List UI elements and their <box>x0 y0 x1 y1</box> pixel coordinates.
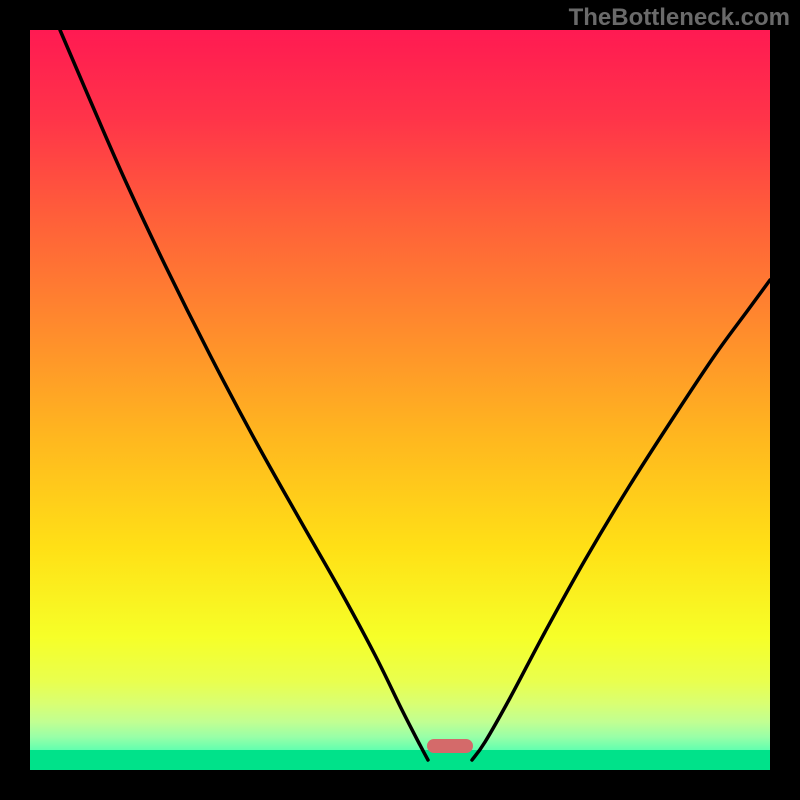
curve-right-branch <box>472 280 770 760</box>
watermark-text: TheBottleneck.com <box>569 4 790 32</box>
trough-marker <box>427 739 473 753</box>
chart-root: TheBottleneck.com <box>0 0 800 800</box>
trough-marker-pill <box>427 739 473 753</box>
bottleneck-curve <box>30 30 770 770</box>
curve-left-branch <box>60 30 428 760</box>
